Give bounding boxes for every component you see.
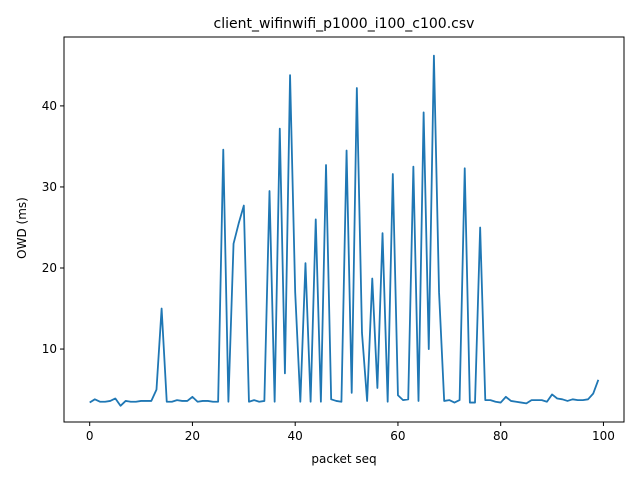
axes-frame (63, 36, 625, 423)
y-tick-label: 30 (42, 180, 57, 194)
x-tick-label: 100 (592, 429, 615, 443)
y-tick-label: 40 (42, 99, 57, 113)
x-tick-label: 60 (390, 429, 405, 443)
y-tick-label: 20 (42, 261, 57, 275)
y-axis: 10 20 30 40 (42, 99, 64, 356)
x-tick-label: 80 (493, 429, 508, 443)
y-tick-label: 10 (42, 342, 57, 356)
chart-title: client_wifinwifi_p1000_i100_c100.csv (214, 16, 475, 32)
x-axis-label: packet seq (311, 452, 376, 466)
x-tick-label: 0 (86, 429, 94, 443)
y-axis-label: OWD (ms) (15, 197, 29, 259)
x-axis: 0 20 40 60 80 100 (86, 422, 615, 443)
x-tick-label: 20 (185, 429, 200, 443)
plot-area (89, 54, 600, 407)
x-tick-label: 40 (288, 429, 303, 443)
series-line-0 (89, 54, 600, 407)
